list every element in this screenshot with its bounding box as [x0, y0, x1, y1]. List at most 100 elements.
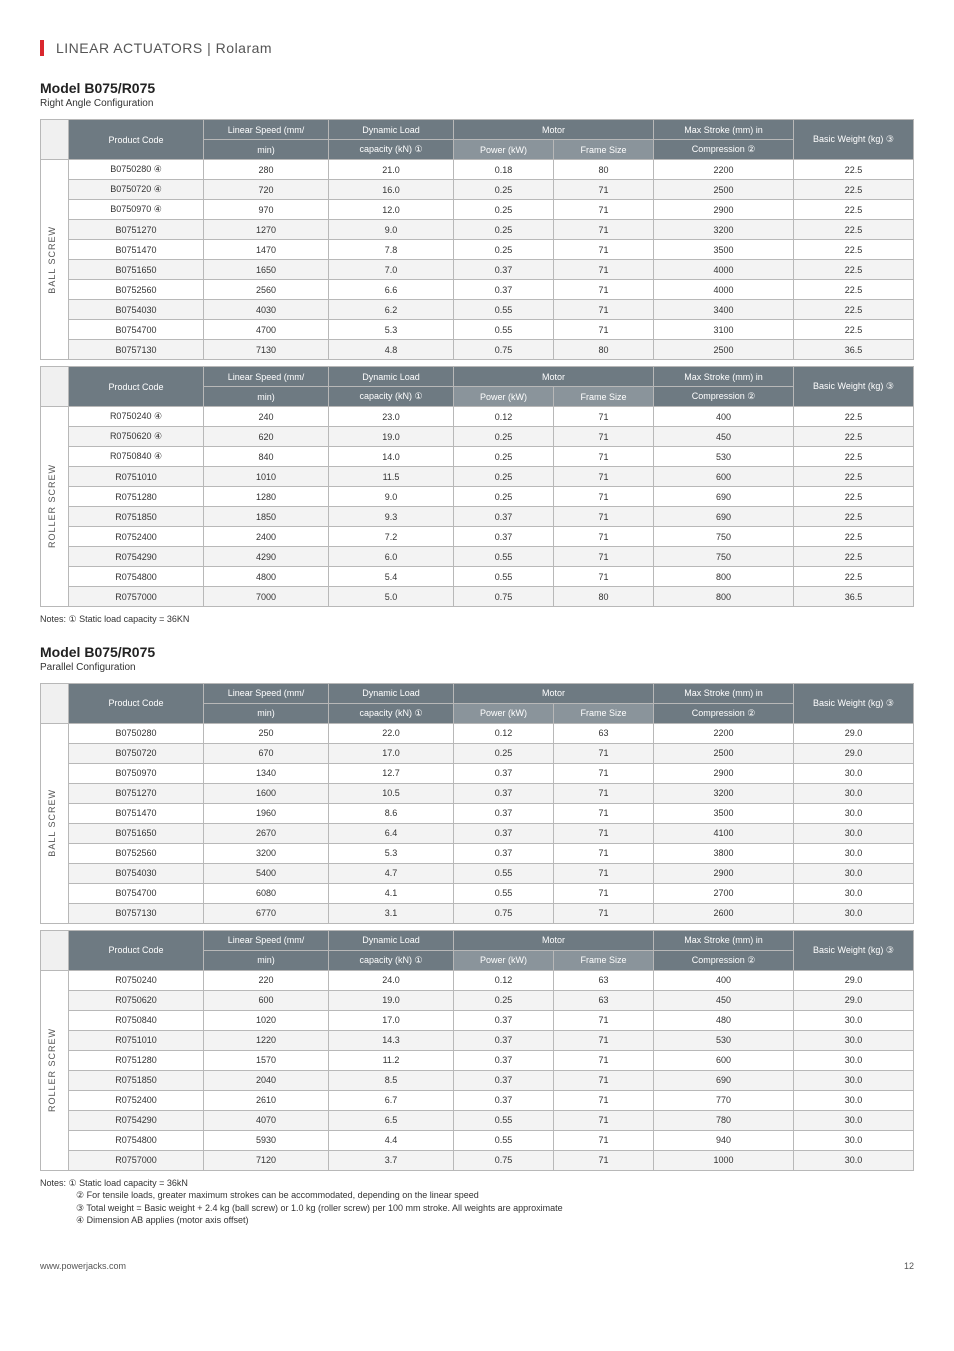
cell: R0751010	[69, 1030, 204, 1050]
breadcrumb-l1: LINEAR ACTUATORS	[56, 40, 203, 56]
cell: 71	[554, 823, 654, 843]
section-title: Model B075/R075	[40, 80, 914, 96]
cell: 71	[554, 1010, 654, 1030]
cell: 8.5	[329, 1070, 454, 1090]
cell: R0750240 ④	[69, 407, 204, 427]
cell: 240	[204, 407, 329, 427]
cell: 14.0	[329, 447, 454, 467]
cell: 3.1	[329, 903, 454, 923]
cell: 0.12	[454, 970, 554, 990]
cell: 0.37	[454, 1010, 554, 1030]
cell: 30.0	[794, 763, 914, 783]
cell: 22.5	[794, 180, 914, 200]
th-compression: Compression ②	[654, 387, 794, 407]
cell: 4800	[204, 567, 329, 587]
cell: 71	[554, 1110, 654, 1130]
cell: 22.5	[794, 200, 914, 220]
cell: 30.0	[794, 1010, 914, 1030]
cell: 5.3	[329, 843, 454, 863]
table-row: R075185020408.50.377169030.0	[41, 1070, 914, 1090]
th-dynamic-load-unit: capacity (kN) ①	[329, 387, 454, 407]
table-row: R075240024007.20.377175022.5	[41, 527, 914, 547]
th-max-stroke: Max Stroke (mm) in	[654, 930, 794, 950]
cell: 6080	[204, 883, 329, 903]
table-row: R0750840102017.00.377148030.0	[41, 1010, 914, 1030]
cell: B0757130	[69, 903, 204, 923]
cell: 0.25	[454, 180, 554, 200]
th-product-code: Product Code	[69, 683, 204, 723]
cell: 2500	[654, 743, 794, 763]
cell: 71	[554, 883, 654, 903]
th-linear-speed-unit: min)	[204, 387, 329, 407]
table-row: R0751280157011.20.377160030.0	[41, 1050, 914, 1070]
cell: 22.5	[794, 467, 914, 487]
cell: B0754700	[69, 883, 204, 903]
cell: 0.25	[454, 220, 554, 240]
cell: 3500	[654, 240, 794, 260]
cell: 0.25	[454, 447, 554, 467]
content: Model B075/R075Right Angle Configuration…	[40, 80, 914, 1227]
cell: 71	[554, 903, 654, 923]
cell: 71	[554, 507, 654, 527]
cell: 2900	[654, 763, 794, 783]
cell: 1220	[204, 1030, 329, 1050]
cell: 30.0	[794, 1090, 914, 1110]
cell: 2500	[654, 340, 794, 360]
note-line: Notes: ① Static load capacity = 36kN	[40, 1178, 188, 1188]
spec-table: Product Code Linear Speed (mm/ Dynamic L…	[40, 683, 914, 924]
cell: 3100	[654, 320, 794, 340]
cell: 24.0	[329, 970, 454, 990]
cell: 0.25	[454, 240, 554, 260]
table-row: R075429042906.00.557175022.5	[41, 547, 914, 567]
cell: 17.0	[329, 1010, 454, 1030]
th-linear-speed: Linear Speed (mm/	[204, 683, 329, 703]
cell: 6.4	[329, 823, 454, 843]
cell: 71	[554, 1050, 654, 1070]
cell: 29.0	[794, 970, 914, 990]
th-frame-size: Frame Size	[554, 140, 654, 160]
cell: 6.2	[329, 300, 454, 320]
cell: 1270	[204, 220, 329, 240]
cell: 17.0	[329, 743, 454, 763]
cell: 71	[554, 1130, 654, 1150]
cell: 3200	[204, 843, 329, 863]
cell: 30.0	[794, 863, 914, 883]
cell: 1280	[204, 487, 329, 507]
th-compression: Compression ②	[654, 703, 794, 723]
cell: 71	[554, 220, 654, 240]
table-row: B075147014707.80.2571350022.5	[41, 240, 914, 260]
cell: 80	[554, 587, 654, 607]
th-motor: Motor	[454, 120, 654, 140]
th-linear-speed: Linear Speed (mm/	[204, 120, 329, 140]
table-row: B075072067017.00.2571250029.0	[41, 743, 914, 763]
table-row: R075480059304.40.557194030.0	[41, 1130, 914, 1150]
cell: R0754800	[69, 1130, 204, 1150]
table-row: B075470060804.10.5571270030.0	[41, 883, 914, 903]
cell: 71	[554, 260, 654, 280]
th-motor: Motor	[454, 930, 654, 950]
cell: B0752560	[69, 280, 204, 300]
cell: 9.0	[329, 487, 454, 507]
cell: 3500	[654, 803, 794, 823]
cell: R0757000	[69, 1150, 204, 1170]
cell: 3200	[654, 783, 794, 803]
cell: 30.0	[794, 883, 914, 903]
cell: 1570	[204, 1050, 329, 1070]
cell: 30.0	[794, 1070, 914, 1090]
cell: 30.0	[794, 903, 914, 923]
th-frame-size: Frame Size	[554, 703, 654, 723]
cell: 30.0	[794, 1150, 914, 1170]
cell: B0750970	[69, 763, 204, 783]
cell: 71	[554, 320, 654, 340]
cell: 0.37	[454, 763, 554, 783]
cell: 29.0	[794, 743, 914, 763]
cell: 0.25	[454, 200, 554, 220]
row-category: ROLLER SCREW	[41, 970, 69, 1170]
cell: 5.0	[329, 587, 454, 607]
th-frame-size: Frame Size	[554, 387, 654, 407]
table-row: B0750720 ④72016.00.2571250022.5	[41, 180, 914, 200]
cell: 71	[554, 1030, 654, 1050]
cell: 2900	[654, 863, 794, 883]
cell: 530	[654, 1030, 794, 1050]
cell: 22.5	[794, 320, 914, 340]
